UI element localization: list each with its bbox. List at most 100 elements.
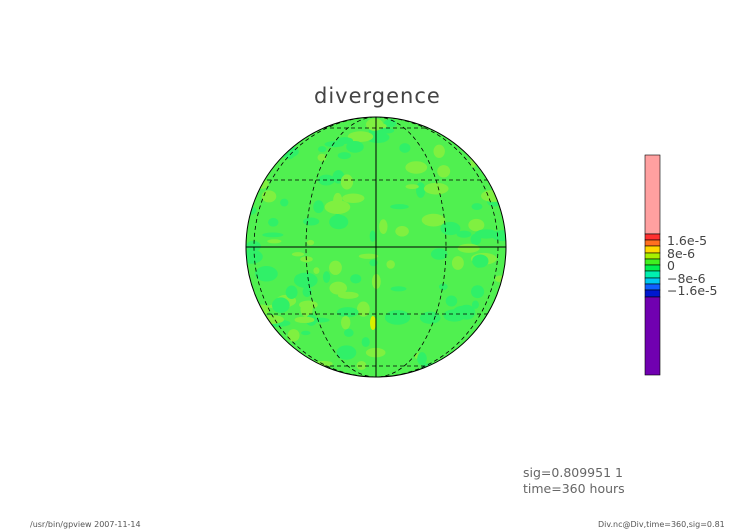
colorbar-label: −8e-6	[667, 271, 706, 286]
contour-patch	[430, 248, 448, 260]
contour-patch	[474, 229, 499, 239]
plot-title: divergence	[314, 84, 441, 108]
contour-patch	[486, 351, 506, 365]
contour-patch	[246, 205, 257, 216]
contour-patch	[384, 310, 411, 325]
colorbar-segment	[644, 270, 661, 279]
contour-patch	[306, 239, 315, 246]
colorbar-segment	[644, 252, 661, 260]
contour-patch	[370, 316, 376, 330]
contour-patch	[344, 328, 354, 337]
contour-patch	[405, 161, 428, 174]
contour-patch	[356, 360, 367, 370]
contour-patch	[379, 219, 388, 234]
contour-patch	[358, 253, 379, 259]
contour-patch	[440, 221, 461, 236]
contour-patch	[246, 192, 253, 207]
contour-patch	[424, 117, 436, 124]
contour-patch	[324, 200, 351, 215]
colorbar-segment	[644, 289, 661, 298]
contour-patch	[246, 240, 261, 252]
contour-patch	[471, 285, 485, 299]
contour-patch	[498, 179, 506, 193]
contour-patch	[423, 182, 449, 195]
colorbar-segment	[644, 233, 661, 241]
contour-patch	[279, 122, 305, 138]
contour-patch	[261, 190, 277, 203]
contour-patch	[313, 267, 320, 275]
contour-patch	[279, 137, 297, 146]
contour-patch	[412, 117, 420, 123]
contour-patch	[350, 274, 362, 284]
contour-patch	[378, 127, 395, 134]
contour-patch	[262, 123, 277, 136]
contour-patch	[484, 137, 498, 143]
globe-map	[246, 117, 506, 377]
contour-patch	[468, 218, 485, 232]
contour-patch	[312, 117, 328, 124]
contour-patch	[261, 146, 276, 162]
contour-patch	[390, 286, 407, 292]
contour-patch	[337, 291, 359, 299]
contour-patch	[342, 193, 365, 203]
time-info: time=360 hours	[523, 481, 625, 496]
contour-patch	[399, 143, 411, 153]
contour-patch	[336, 345, 357, 360]
globe-outline	[245, 116, 507, 378]
contour-patch	[480, 189, 505, 202]
contour-patch	[299, 300, 318, 310]
contour-patch	[280, 362, 288, 377]
contour-patch	[457, 243, 480, 253]
footer-right: Div.nc@Div,time=360,sig=0.81	[598, 520, 725, 529]
contour-patch	[356, 301, 370, 317]
contour-patch	[329, 281, 347, 295]
contour-patch	[324, 141, 345, 148]
colorbar-segment	[644, 264, 661, 272]
contour-patch	[417, 352, 427, 366]
footer-left: /usr/bin/gpview 2007-11-14	[30, 520, 141, 529]
contour-patch	[366, 118, 384, 131]
colorbar-segment	[644, 277, 661, 285]
contour-patch	[419, 311, 441, 324]
contour-patch	[246, 145, 257, 156]
contour-patch	[438, 283, 448, 291]
contour-patch	[271, 297, 290, 314]
contour-patch	[437, 165, 451, 178]
contour-patch	[484, 323, 500, 329]
contour-patch	[405, 184, 419, 190]
contour-patch	[322, 271, 331, 283]
contour-patch	[456, 230, 472, 238]
contour-patch	[369, 230, 376, 242]
contour-patch	[496, 117, 505, 125]
contour-patch	[294, 274, 304, 283]
contour-patch	[415, 182, 426, 198]
contour-patch	[471, 203, 483, 211]
colorbar-segment	[644, 258, 661, 266]
colorbar-segment	[644, 239, 661, 247]
contour-patch	[502, 117, 506, 125]
sigma-info: sig=0.809951 1	[523, 465, 623, 480]
colorbar-segment	[644, 154, 661, 235]
contour-patch	[259, 315, 285, 324]
contour-patch	[347, 131, 374, 142]
contour-patch	[287, 329, 300, 342]
contour-patch	[268, 217, 279, 227]
contour-patch	[491, 230, 506, 242]
contour-patch	[336, 307, 359, 318]
colorbar-label: 1.6e-5	[667, 233, 708, 248]
contour-patch	[340, 174, 354, 190]
contour-patch	[337, 152, 351, 160]
contour-patch	[446, 369, 455, 377]
contour-patch	[340, 315, 351, 330]
contour-patch	[395, 226, 409, 237]
contour-patch	[346, 141, 364, 153]
contour-patch	[480, 155, 491, 166]
contour-patch	[484, 321, 506, 329]
contour-patch	[267, 239, 282, 244]
contour-patch	[246, 249, 263, 264]
colorbar-segment	[644, 296, 661, 376]
contour-patch	[302, 286, 312, 298]
colorbar-segment	[644, 283, 661, 291]
contour-patch	[421, 213, 446, 227]
contour-patch	[301, 330, 311, 336]
